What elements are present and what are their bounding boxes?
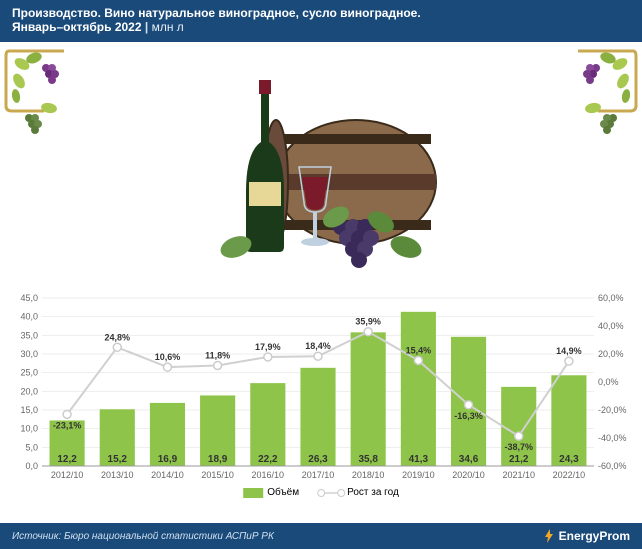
lightning-icon <box>543 529 555 543</box>
wine-illustration <box>191 52 451 272</box>
svg-text:2014/10: 2014/10 <box>151 470 184 480</box>
svg-text:2015/10: 2015/10 <box>201 470 234 480</box>
svg-text:2017/10: 2017/10 <box>302 470 335 480</box>
svg-text:20,0: 20,0 <box>20 386 38 396</box>
svg-text:2019/10: 2019/10 <box>402 470 435 480</box>
svg-text:25,0: 25,0 <box>20 368 38 378</box>
svg-text:15,0: 15,0 <box>20 405 38 415</box>
svg-text:22,2: 22,2 <box>258 454 278 465</box>
svg-text:10,6%: 10,6% <box>155 352 181 362</box>
svg-text:0,0%: 0,0% <box>598 377 619 387</box>
unit-label: млн л <box>152 20 184 34</box>
svg-text:-40,0%: -40,0% <box>598 433 627 443</box>
legend-bars: Объём <box>243 487 299 498</box>
infographic-root: Производство. Вино натуральное виноградн… <box>0 0 642 549</box>
svg-text:18,9: 18,9 <box>208 454 228 465</box>
svg-text:2018/10: 2018/10 <box>352 470 385 480</box>
chart-legend: Объём Рост за год <box>243 487 399 498</box>
svg-text:16,9: 16,9 <box>158 454 178 465</box>
svg-text:-20,0%: -20,0% <box>598 405 627 415</box>
svg-text:2020/10: 2020/10 <box>452 470 485 480</box>
svg-text:10,0: 10,0 <box>20 424 38 434</box>
svg-text:2021/10: 2021/10 <box>502 470 535 480</box>
svg-text:45,0: 45,0 <box>20 293 38 303</box>
svg-text:40,0%: 40,0% <box>598 321 624 331</box>
svg-text:11,8%: 11,8% <box>205 350 230 360</box>
svg-text:12,2: 12,2 <box>57 454 77 465</box>
svg-text:35,9%: 35,9% <box>355 317 381 327</box>
svg-text:20,0%: 20,0% <box>598 349 624 359</box>
chart-area: 0,0 5,0 10,0 15,0 20,0 25,0 30,0 35,0 40,0 45,0 -6… <box>8 290 634 500</box>
illustration-area <box>0 42 642 290</box>
svg-text:24,3: 24,3 <box>559 454 579 465</box>
svg-text:0,0: 0,0 <box>25 461 38 471</box>
svg-text:-16,3%: -16,3% <box>454 411 483 421</box>
vine-decoration-left <box>4 46 94 166</box>
svg-text:5,0: 5,0 <box>25 442 38 452</box>
svg-text:34,6: 34,6 <box>459 454 479 465</box>
svg-text:15,2: 15,2 <box>108 454 128 465</box>
svg-text:2013/10: 2013/10 <box>101 470 134 480</box>
svg-text:24,8%: 24,8% <box>105 332 131 342</box>
svg-text:21,2: 21,2 <box>509 454 529 465</box>
combo-chart: 0,0 5,0 10,0 15,0 20,0 25,0 30,0 35,0 40,0 45,0 -6… <box>8 290 634 500</box>
svg-text:35,0: 35,0 <box>20 330 38 340</box>
svg-text:40,0: 40,0 <box>20 312 38 322</box>
svg-text:30,0: 30,0 <box>20 349 38 359</box>
svg-text:18,4%: 18,4% <box>305 341 331 351</box>
svg-text:-23,1%: -23,1% <box>53 420 82 430</box>
source-text: Источник: Бюро национальной статистики А… <box>12 531 274 542</box>
svg-text:15,4%: 15,4% <box>406 345 432 355</box>
svg-text:35,8: 35,8 <box>358 454 378 465</box>
svg-text:60,0%: 60,0% <box>598 293 624 303</box>
legend-line: Рост за год <box>319 487 399 498</box>
svg-text:26,3: 26,3 <box>308 454 328 465</box>
footer: Источник: Бюро национальной статистики А… <box>0 523 642 549</box>
svg-text:2022/10: 2022/10 <box>553 470 586 480</box>
svg-text:2012/10: 2012/10 <box>51 470 84 480</box>
header: Производство. Вино натуральное виноградн… <box>0 0 642 42</box>
svg-text:14,9%: 14,9% <box>556 346 582 356</box>
svg-text:-60,0%: -60,0% <box>598 461 627 471</box>
svg-text:17,9%: 17,9% <box>255 342 281 352</box>
svg-text:-38,7%: -38,7% <box>504 442 533 452</box>
svg-text:41,3: 41,3 <box>409 454 429 465</box>
vine-decoration-right <box>548 46 638 166</box>
svg-text:2016/10: 2016/10 <box>252 470 285 480</box>
title-line1: Производство. Вино натуральное виноградн… <box>12 6 630 20</box>
brand: EnergyProm <box>543 529 630 543</box>
title-line2: Январь–октябрь 2022 | млн л <box>12 20 630 34</box>
